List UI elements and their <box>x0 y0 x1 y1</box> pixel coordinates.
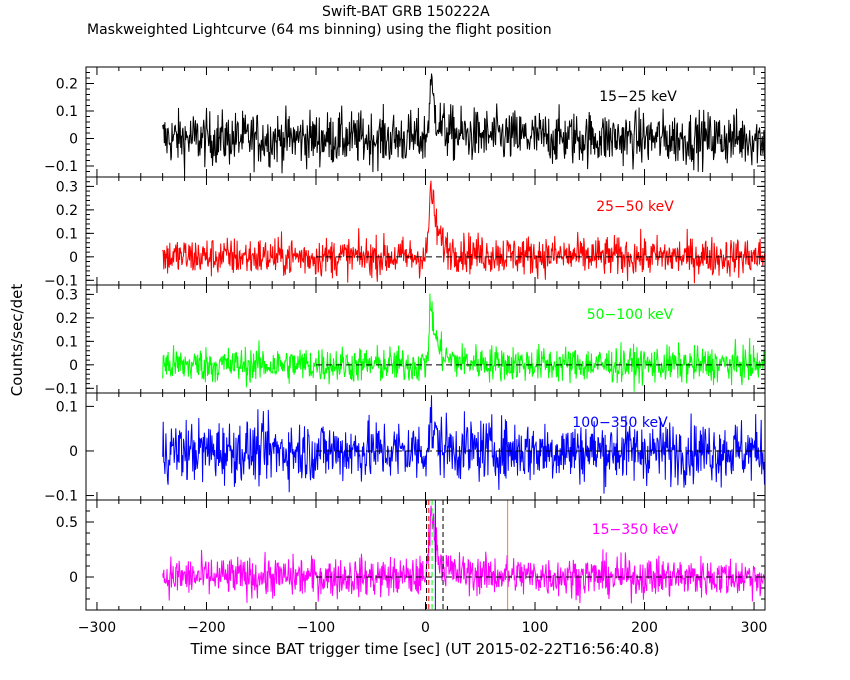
y-tick-label: 0.1 <box>56 226 78 242</box>
panels-layer: −0.1 0 0.1 0.2 15−25 keV −0.1 0 0.1 0.2 0.3 25−50 … <box>44 66 768 636</box>
y-tick-label: −0.1 <box>44 159 78 175</box>
y-tick-label: −0.1 <box>44 273 78 289</box>
band-label: 15−25 keV <box>599 89 677 105</box>
y-tick-label: 0 <box>69 250 78 266</box>
series-line-25-50-kev <box>162 180 765 284</box>
band-label: 25−50 keV <box>596 199 674 215</box>
panel-frame <box>85 176 766 286</box>
x-tick-label: 200 <box>631 620 658 636</box>
y-tick-label: 0 <box>69 570 78 586</box>
panel-15-350-kev: 0 0.5 15−350 keV <box>56 499 766 611</box>
series-line-50-100-kev <box>162 293 765 392</box>
y-tick-label: 0.5 <box>56 515 78 531</box>
y-tick-label: −0.1 <box>44 381 78 397</box>
series-line-15-350-kev <box>162 505 765 604</box>
x-tick-label: −200 <box>187 620 225 636</box>
y-tick-label: 0.3 <box>56 179 78 195</box>
y-tick-label: 0.1 <box>56 104 78 120</box>
y-tick-label: 0.3 <box>56 287 78 303</box>
x-tick-label: −100 <box>297 620 335 636</box>
y-tick-label: 0.2 <box>56 311 78 327</box>
band-label: 100−350 keV <box>572 415 668 431</box>
series-line-15-25-kev <box>162 73 765 174</box>
panel-50-100-kev: −0.1 0 0.1 0.2 0.3 50−100 keV <box>44 284 766 397</box>
y-axis-label: Counts/sec/det <box>8 284 26 397</box>
band-label: 50−100 keV <box>587 307 674 323</box>
panel-100-350-kev: −0.1 0 0.1 100−350 keV <box>44 392 766 505</box>
y-tick-label: 0 <box>69 132 78 148</box>
chart-subtitle: Maskweighted Lightcurve (64 ms binning) … <box>87 22 552 38</box>
series-line-100-350-kev <box>162 395 765 494</box>
panel-25-50-kev: −0.1 0 0.1 0.2 0.3 25−50 keV <box>44 176 766 289</box>
y-tick-label: 0.1 <box>56 334 78 350</box>
panel-15-25-kev: −0.1 0 0.1 0.2 15−25 keV <box>44 66 766 178</box>
x-tick-label: 100 <box>522 620 549 636</box>
x-tick-label: −300 <box>78 620 116 636</box>
chart-title: Swift-BAT GRB 150222A <box>322 4 490 20</box>
y-tick-label: 0.2 <box>56 77 78 93</box>
y-tick-label: −0.1 <box>44 489 78 505</box>
band-label: 15−350 keV <box>592 522 679 538</box>
y-tick-label: 0 <box>69 444 78 460</box>
panel-frame <box>85 499 766 611</box>
x-tick-label: 0 <box>421 620 430 636</box>
y-tick-label: 0 <box>69 358 78 374</box>
y-tick-label: 0.2 <box>56 203 78 219</box>
y-tick-label: 0.1 <box>56 399 78 415</box>
x-tick-label: 300 <box>741 620 768 636</box>
x-axis-label: Time since BAT trigger time [sec] (UT 20… <box>190 640 660 658</box>
